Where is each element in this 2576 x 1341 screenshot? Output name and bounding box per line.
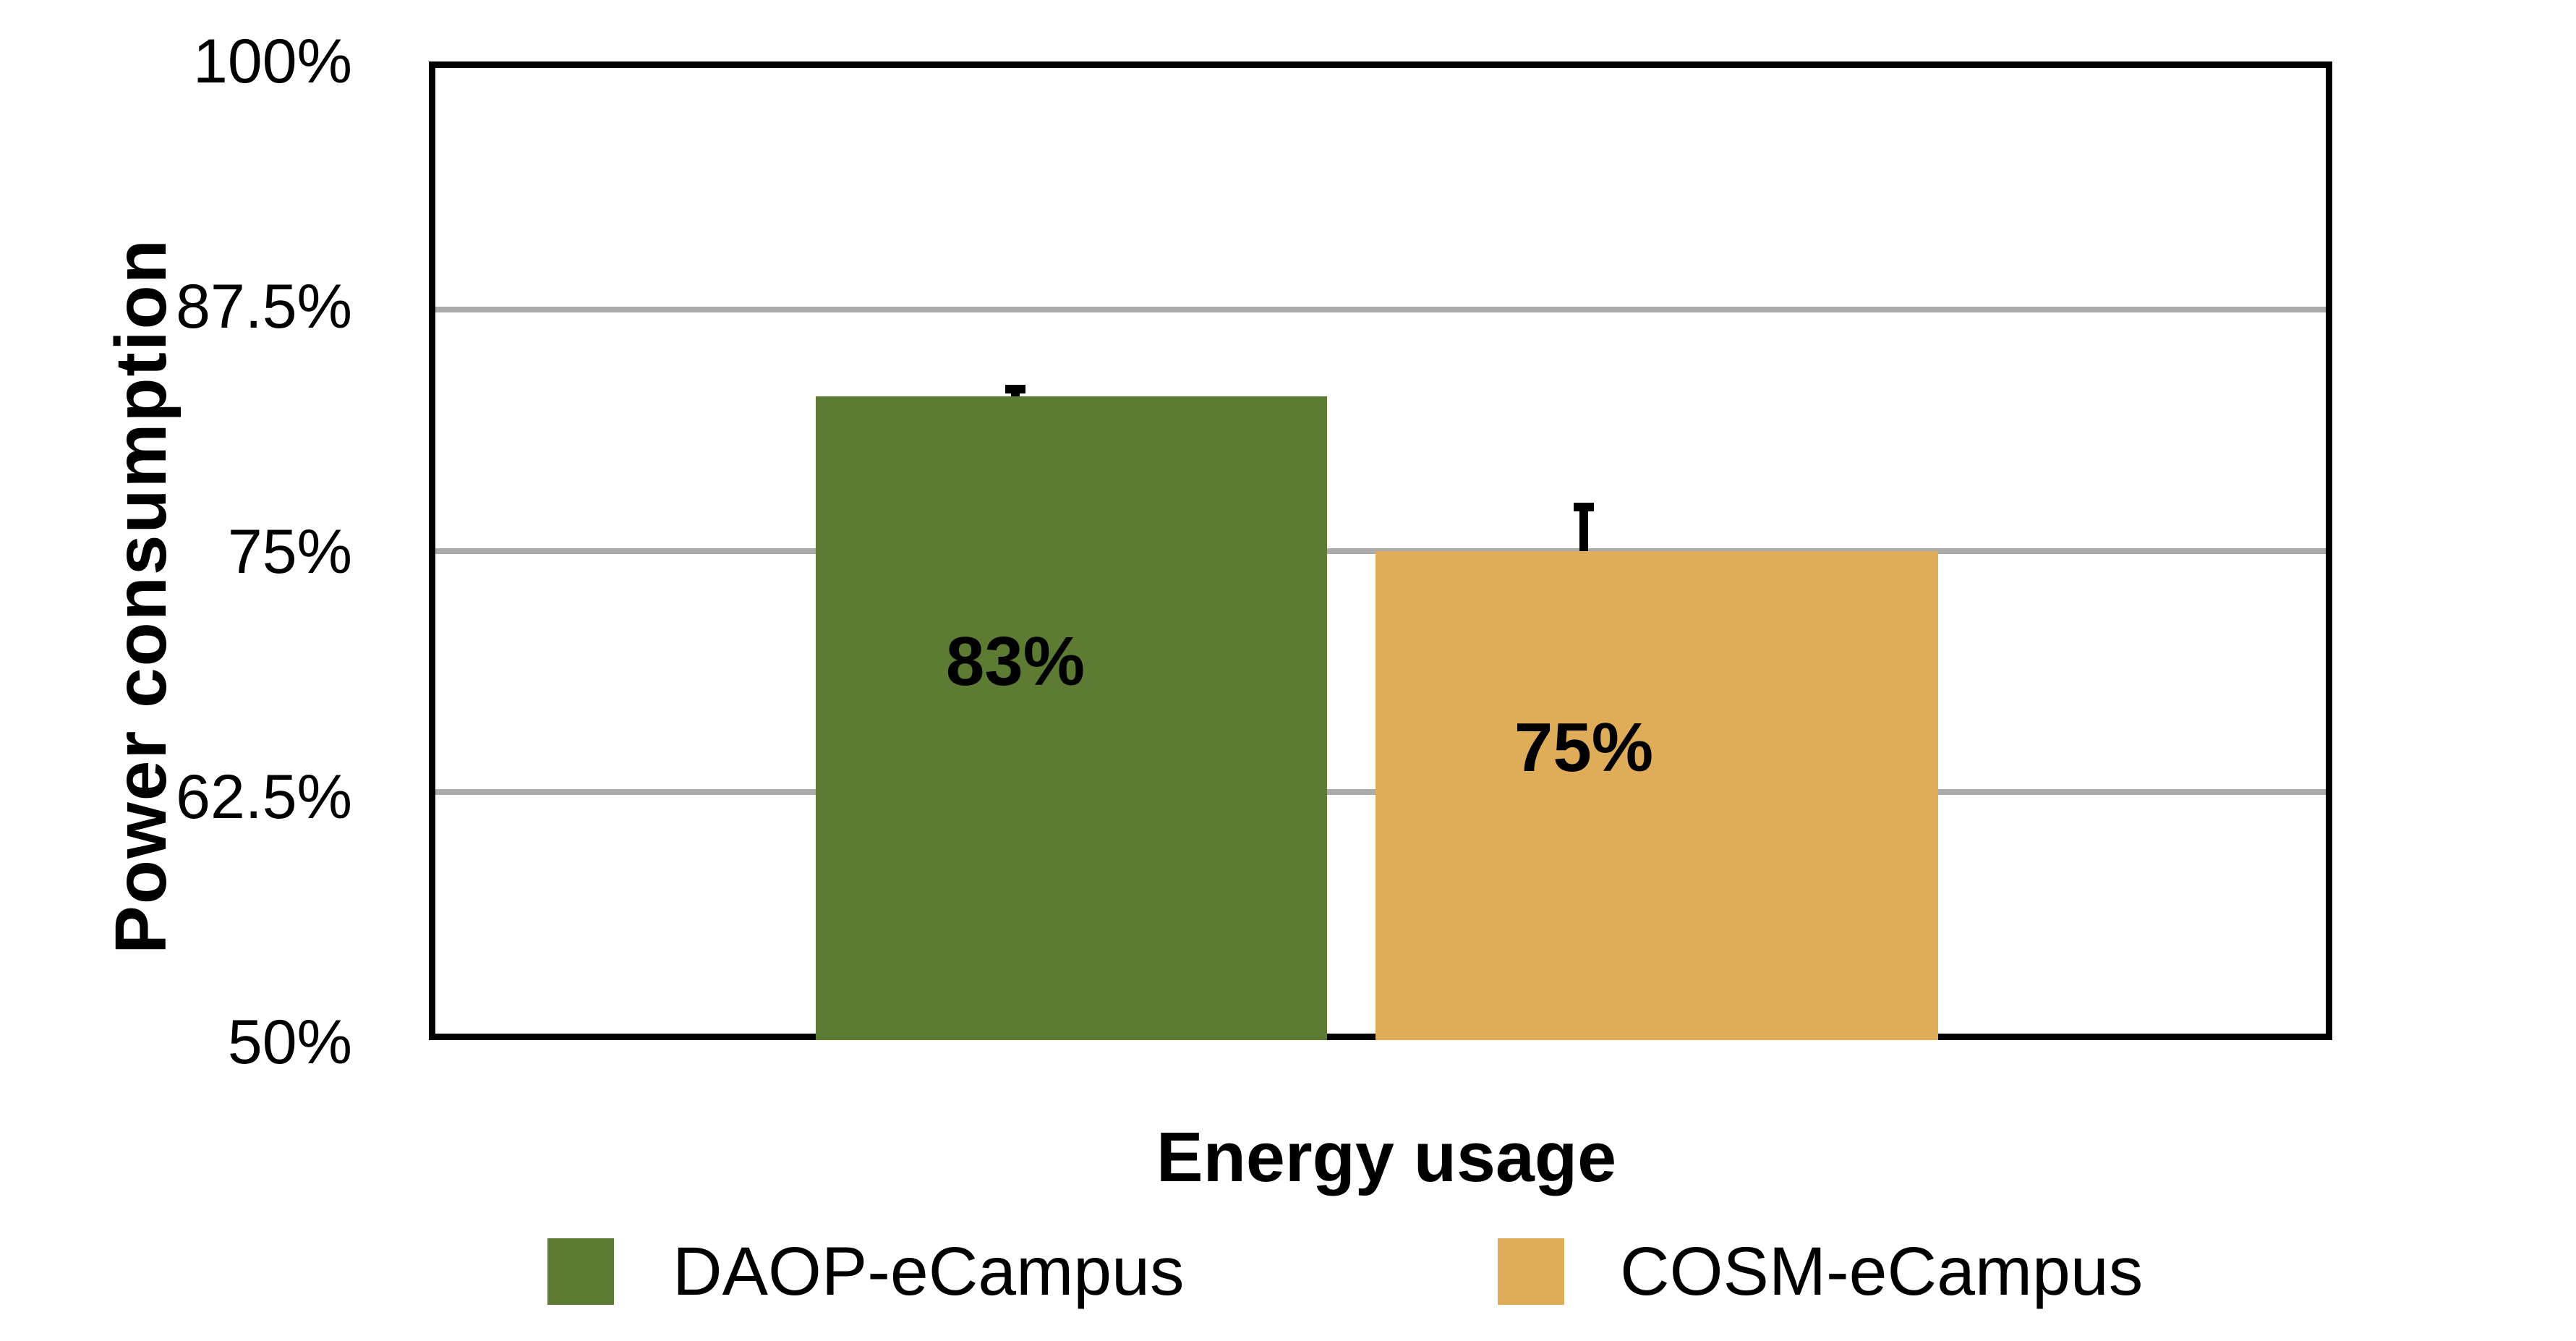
legend-label-daop: DAOP-eCampus (673, 1233, 1185, 1310)
x-axis-title: Energy usage (1156, 1118, 1617, 1196)
y-tick-label-100: 100% (193, 27, 352, 96)
legend-swatch-cosm (1498, 1238, 1564, 1305)
y-tick-label-75: 75% (227, 517, 352, 587)
error-bar-whisker (1579, 511, 1588, 551)
error-bar-whisker (1011, 393, 1020, 396)
bar-value-label-cosm: 75% (1514, 709, 1654, 786)
error-bar-cap (1574, 502, 1594, 511)
gridline-87-5 (435, 306, 2326, 312)
bar-cosm-ecampus (1376, 550, 1938, 1040)
y-tick-label-50: 50% (227, 1008, 352, 1077)
plot-area: 83% 75% (429, 61, 2332, 1040)
error-bar-cap (1005, 384, 1025, 393)
y-tick-label-87-5: 87.5% (176, 272, 352, 341)
bar-daop-ecampus (816, 396, 1327, 1040)
error-bar-cosm (1574, 502, 1594, 551)
legend-swatch-daop (547, 1238, 614, 1305)
y-tick-label-62-5: 62.5% (176, 762, 352, 832)
y-axis-title: Power consumption (101, 238, 182, 954)
error-bar-daop (1005, 384, 1025, 396)
legend-label-cosm: COSM-eCampus (1620, 1233, 2144, 1310)
bar-value-label-daop: 83% (945, 623, 1086, 700)
